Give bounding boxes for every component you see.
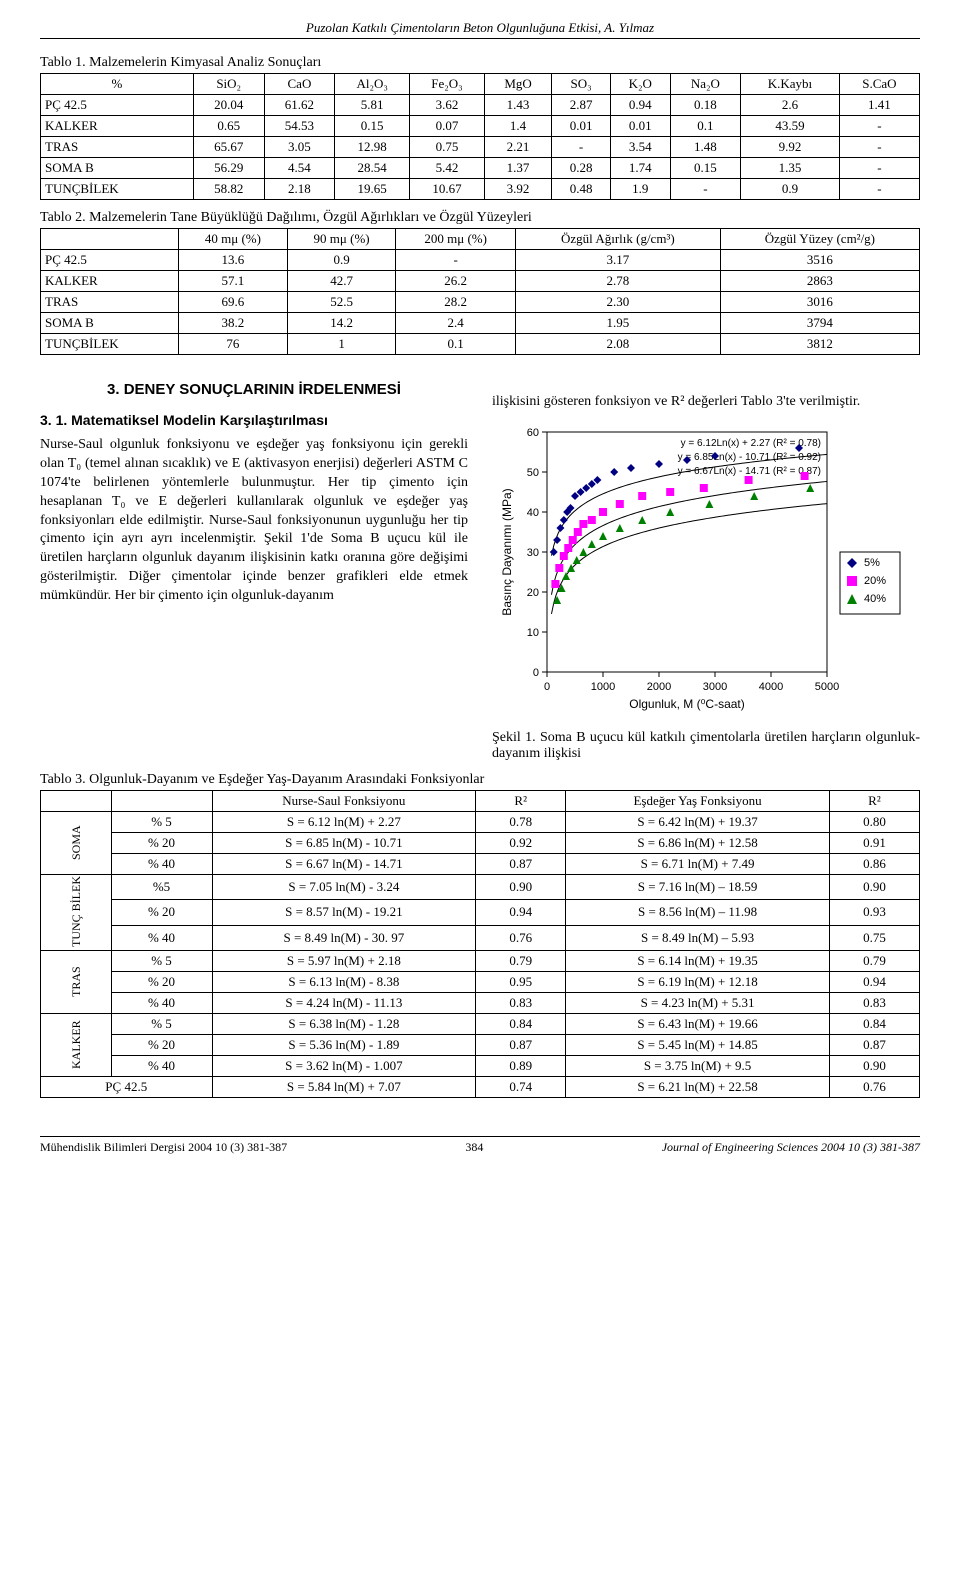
- table3-col: Nurse-Saul Fonksiyonu: [212, 790, 476, 811]
- table2: 40 mμ (%)90 mμ (%)200 mμ (%)Özgül Ağırlı…: [40, 228, 920, 355]
- svg-text:4000: 4000: [759, 681, 783, 693]
- table-row: TUNÇBİLEK7610.12.083812: [41, 334, 920, 355]
- table2-col: 90 mμ (%): [287, 229, 396, 250]
- table-row: SOMA% 5S = 6.12 ln(M) + 2.270.78S = 6.42…: [41, 811, 920, 832]
- footer-center: 384: [465, 1140, 483, 1155]
- table1-col: Na₂O: [670, 74, 740, 95]
- table2-col: Özgül Yüzey (cm²/g): [720, 229, 919, 250]
- table-row: KALKER57.142.726.22.782863: [41, 271, 920, 292]
- svg-text:20: 20: [527, 587, 539, 599]
- svg-text:3000: 3000: [703, 681, 727, 693]
- table-row: % 20S = 6.13 ln(M) - 8.380.95S = 6.19 ln…: [41, 971, 920, 992]
- svg-text:50: 50: [527, 467, 539, 479]
- table3-group-label: KALKER: [41, 1013, 112, 1076]
- table1-col: S.CaO: [839, 74, 919, 95]
- table-row: % 40S = 4.24 ln(M) - 11.130.83S = 4.23 l…: [41, 992, 920, 1013]
- svg-text:60: 60: [527, 427, 539, 439]
- table1-col: SiO₂: [193, 74, 264, 95]
- svg-text:Basınç Dayanımı (MPa): Basınç Dayanımı (MPa): [500, 488, 514, 615]
- table2-col: Özgül Ağırlık (g/cm³): [515, 229, 720, 250]
- svg-text:0: 0: [544, 681, 550, 693]
- table-row: TUNÇBİLEK58.822.1819.6510.673.920.481.9-…: [41, 179, 920, 200]
- header-rule: [40, 38, 920, 39]
- table3-col: Eşdeğer Yaş Fonksiyonu: [566, 790, 830, 811]
- section3-para: Nurse-Saul olgunluk fonksiyonu ve eşdeğe…: [40, 436, 468, 606]
- table3-group-label: SOMA: [41, 811, 112, 874]
- table1-col: CaO: [264, 74, 335, 95]
- table3-group-label: TUNÇ BİLEK: [41, 874, 112, 950]
- table2-col: 200 mμ (%): [396, 229, 516, 250]
- svg-text:30: 30: [527, 547, 539, 559]
- svg-text:y = 6.67Ln(x) - 14.71 (R² = 0.: y = 6.67Ln(x) - 14.71 (R² = 0.87): [678, 466, 821, 477]
- svg-text:40: 40: [527, 507, 539, 519]
- footer-right: Journal of Engineering Sciences 2004 10 …: [662, 1140, 920, 1155]
- svg-text:10: 10: [527, 627, 539, 639]
- table-row: PÇ 42.520.0461.625.813.621.432.870.940.1…: [41, 95, 920, 116]
- table-row: KALKER0.6554.530.150.071.40.010.010.143.…: [41, 116, 920, 137]
- table2-caption: Tablo 2. Malzemelerin Tane Büyüklüğü Dağ…: [40, 210, 920, 226]
- svg-text:5%: 5%: [864, 557, 880, 569]
- table1-col: %: [41, 74, 194, 95]
- svg-text:y = 6.85Ln(x) - 10.71 (R² = 0.: y = 6.85Ln(x) - 10.71 (R² = 0.92): [678, 452, 821, 463]
- svg-text:0: 0: [533, 667, 539, 679]
- figure1-chart: 0 1000 2000 3000 4000 5000 0 10 20 30 40 50 60 Olgunl…: [492, 422, 920, 722]
- page-header: Puzolan Katkılı Çimentoların Beton Olgun…: [40, 20, 920, 36]
- table3-group-label: TRAS: [41, 950, 112, 1013]
- table-row: PÇ 42.5S = 5.84 ln(M) + 7.070.74S = 6.21…: [41, 1076, 920, 1097]
- page-footer: Mühendislik Bilimleri Dergisi 2004 10 (3…: [40, 1136, 920, 1155]
- svg-text:40%: 40%: [864, 593, 886, 605]
- table3-col: R²: [476, 790, 566, 811]
- table-row: KALKER% 5S = 6.38 ln(M) - 1.280.84S = 6.…: [41, 1013, 920, 1034]
- table3: Nurse-Saul FonksiyonuR²Eşdeğer Yaş Fonks…: [40, 790, 920, 1098]
- table-row: TRAS69.652.528.22.303016: [41, 292, 920, 313]
- table3-col: [111, 790, 212, 811]
- table-row: % 40S = 6.67 ln(M) - 14.710.87S = 6.71 l…: [41, 853, 920, 874]
- svg-text:Olgunluk, M (⁰C-saat): Olgunluk, M (⁰C-saat): [629, 697, 745, 711]
- figure1-caption: Şekil 1. Soma B uçucu kül katkılı çiment…: [492, 730, 920, 762]
- table-row: TUNÇ BİLEK%5S = 7.05 ln(M) - 3.240.90S =…: [41, 874, 920, 899]
- table-row: % 20S = 5.36 ln(M) - 1.890.87S = 5.45 ln…: [41, 1034, 920, 1055]
- table-row: SOMA B38.214.22.41.953794: [41, 313, 920, 334]
- svg-text:1000: 1000: [591, 681, 615, 693]
- table3-caption: Tablo 3. Olgunluk-Dayanım ve Eşdeğer Yaş…: [40, 772, 920, 788]
- table1-col: K₂O: [610, 74, 670, 95]
- table-row: TRAS% 5S = 5.97 ln(M) + 2.180.79S = 6.14…: [41, 950, 920, 971]
- table3-col: R²: [829, 790, 919, 811]
- table1-col: MgO: [484, 74, 551, 95]
- section3-heading: 3. DENEY SONUÇLARININ İRDELENMESİ: [40, 381, 468, 398]
- table2-col: 40 mμ (%): [179, 229, 288, 250]
- table1-col: SO₃: [552, 74, 611, 95]
- table-row: % 20S = 8.57 ln(M) - 19.210.94S = 8.56 l…: [41, 900, 920, 925]
- svg-text:2000: 2000: [647, 681, 671, 693]
- table1: %SiO₂CaOAl₂O₃Fe₂O₃MgOSO₃K₂ONa₂OK.KaybıS.…: [40, 73, 920, 200]
- footer-left: Mühendislik Bilimleri Dergisi 2004 10 (3…: [40, 1140, 287, 1155]
- table2-col: [41, 229, 179, 250]
- table1-col: K.Kaybı: [741, 74, 840, 95]
- table1-caption: Tablo 1. Malzemelerin Kimyasal Analiz So…: [40, 55, 920, 71]
- table-row: SOMA B56.294.5428.545.421.370.281.740.15…: [41, 158, 920, 179]
- table-row: PÇ 42.513.60.9-3.173516: [41, 250, 920, 271]
- svg-text:5000: 5000: [815, 681, 839, 693]
- table-row: % 20S = 6.85 ln(M) - 10.710.92S = 6.86 l…: [41, 832, 920, 853]
- table1-col: Al₂O₃: [335, 74, 410, 95]
- section3-subheading: 3. 1. Matematiksel Modelin Karşılaştırıl…: [40, 412, 468, 428]
- section3-right-intro: ilişkisini gösteren fonksiyon ve R² değe…: [492, 393, 920, 412]
- table-row: TRAS65.673.0512.980.752.21-3.541.489.92-: [41, 137, 920, 158]
- table1-col: Fe₂O₃: [410, 74, 485, 95]
- table-row: % 40S = 3.62 ln(M) - 1.0070.89S = 3.75 l…: [41, 1055, 920, 1076]
- table3-col: [41, 790, 112, 811]
- svg-text:20%: 20%: [864, 575, 886, 587]
- table-row: % 40S = 8.49 ln(M) - 30. 970.76S = 8.49 …: [41, 925, 920, 950]
